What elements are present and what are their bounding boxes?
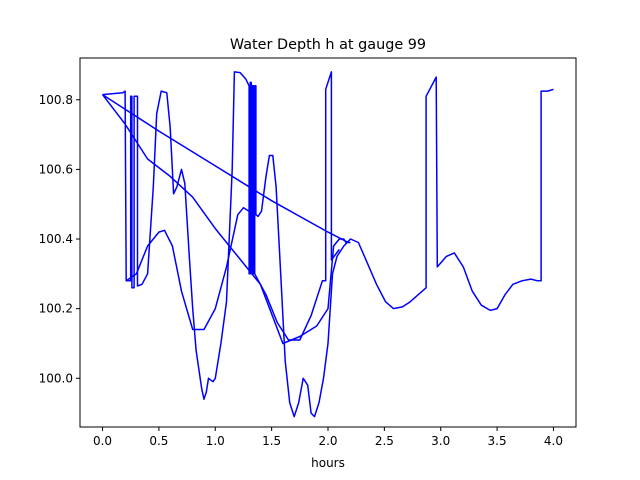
x-tick-label: 3.0	[431, 434, 450, 448]
y-axis: 100.0 100.2 100.4 100.6 100.8	[39, 93, 80, 385]
x-axis: 0.0 0.5 1.0 1.5 2.0 2.5 3.0 3.5 4.0	[93, 427, 563, 448]
y-tick-label: 100.0	[39, 371, 73, 385]
x-tick-label: 1.0	[206, 434, 225, 448]
series-line-3	[102, 93, 349, 244]
plot-lines	[101, 71, 554, 418]
x-tick-label: 2.5	[375, 434, 394, 448]
x-tick-label: 1.5	[262, 434, 281, 448]
plot-frame	[79, 57, 577, 428]
x-tick-label: 0.0	[93, 434, 112, 448]
x-axis-label: hours	[311, 456, 345, 470]
y-tick-label: 100.8	[39, 93, 73, 107]
y-tick-label: 100.6	[39, 162, 73, 176]
y-tick-label: 100.4	[39, 232, 73, 246]
x-tick-label: 0.5	[149, 434, 168, 448]
x-tick-label: 2.0	[318, 434, 337, 448]
x-tick-label: 4.0	[544, 434, 563, 448]
y-tick-label: 100.2	[39, 302, 73, 316]
series-line-4	[125, 71, 340, 341]
chart-title: Water Depth h at gauge 99	[230, 37, 426, 53]
x-tick-label: 3.5	[488, 434, 507, 448]
series-line-1	[102, 71, 554, 418]
